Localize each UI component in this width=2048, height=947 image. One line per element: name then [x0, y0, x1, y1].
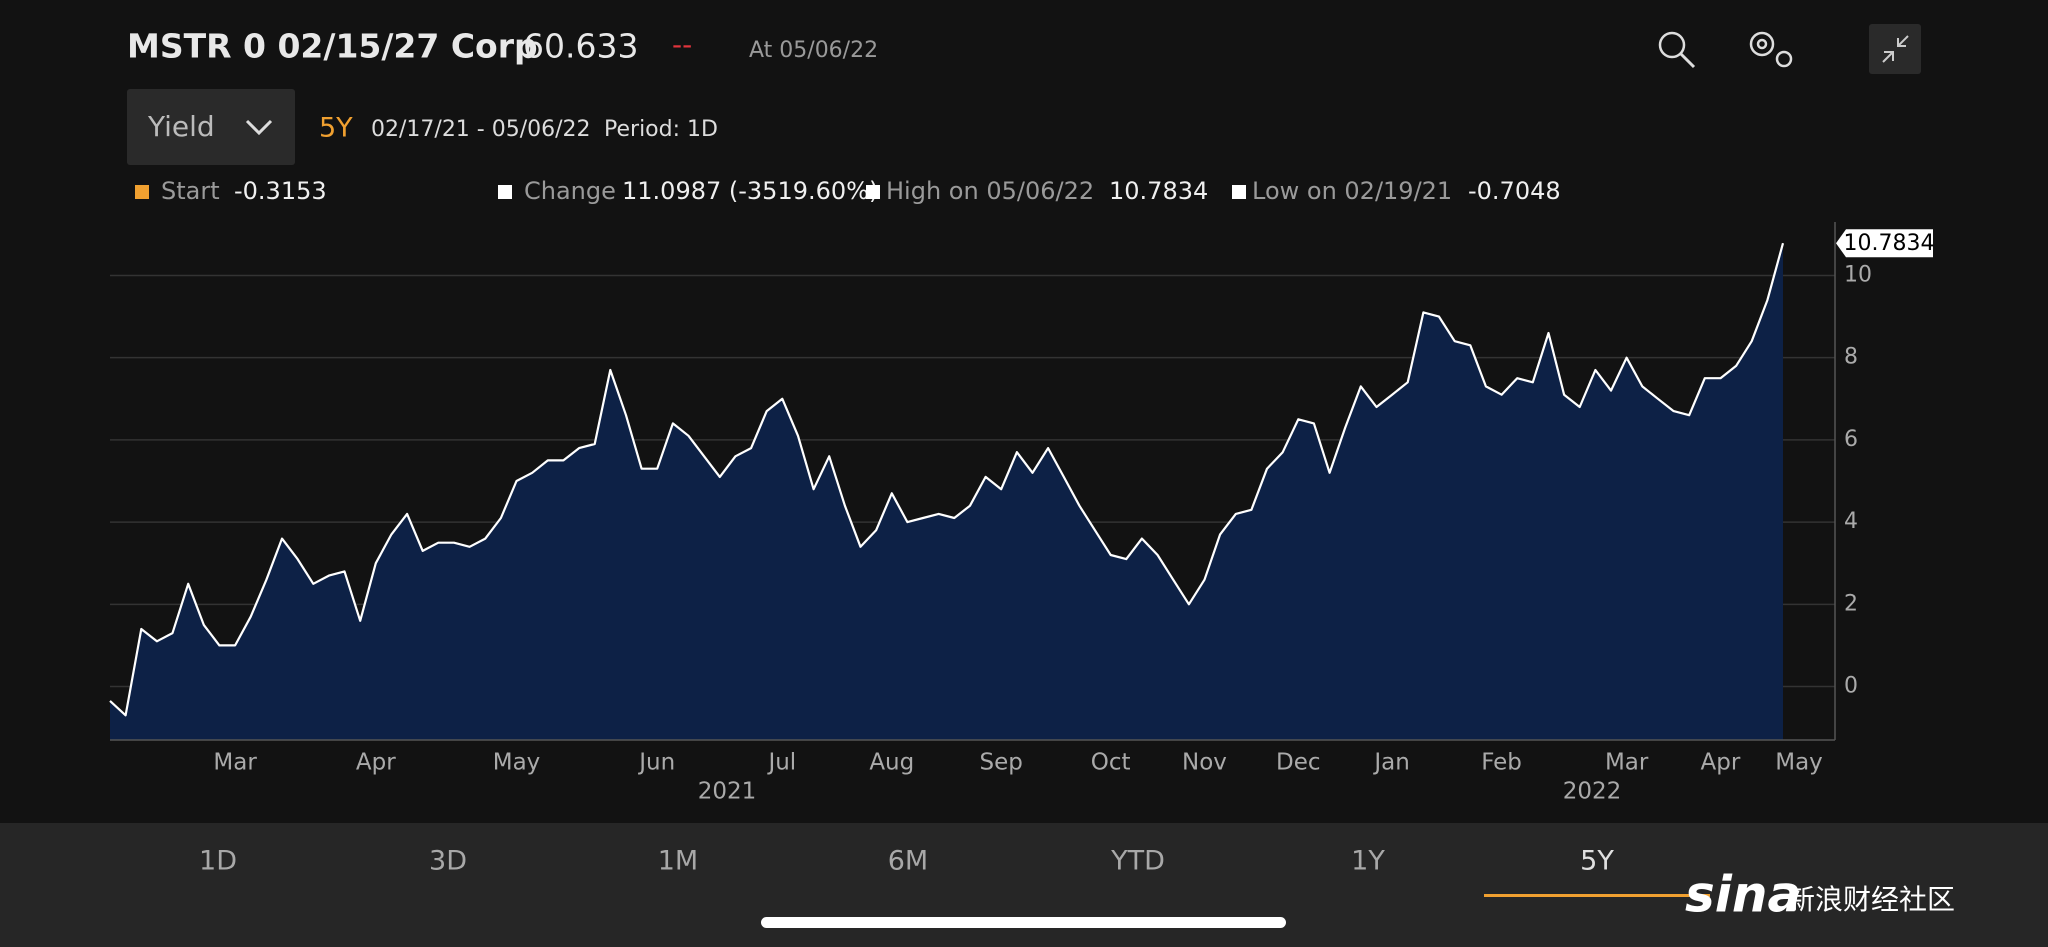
stat-value: -0.7048: [1468, 177, 1561, 205]
range-tab[interactable]: 5Y: [1580, 846, 1614, 877]
stat-value: 11.0987 (-3519.60%): [622, 177, 878, 205]
range-tab[interactable]: 1D: [199, 846, 237, 877]
range-tab[interactable]: 6M: [888, 846, 928, 877]
watermark-logo: sina: [1685, 866, 1801, 924]
settings-button[interactable]: [1749, 31, 1793, 68]
y-tick-label: 6: [1844, 427, 1858, 452]
price-change: --: [672, 28, 692, 61]
field-dropdown[interactable]: Yield: [127, 89, 295, 165]
x-tick-label: Aug: [869, 750, 914, 776]
as-of-date: At 05/06/22: [749, 38, 878, 63]
collapse-button[interactable]: [1869, 24, 1921, 74]
legend-swatch: [135, 185, 149, 199]
x-tick-label: Mar: [213, 750, 257, 776]
area-fill: [110, 243, 1783, 740]
stat-label: Start: [161, 177, 220, 205]
last-value-label: 10.7834: [1844, 231, 1935, 256]
range-tab[interactable]: 1M: [658, 846, 698, 877]
y-tick-label: 10: [1844, 262, 1872, 287]
security-title: MSTR 0 02/15/27 Corp: [127, 27, 538, 66]
y-tick-label: 2: [1844, 591, 1858, 616]
x-tick-label: Dec: [1276, 750, 1321, 776]
x-tick-label: Feb: [1481, 750, 1522, 776]
x-tick-label: Mar: [1605, 750, 1649, 776]
period: Period: 1D: [604, 117, 718, 142]
x-tick-label: May: [493, 750, 541, 776]
range-tab[interactable]: 1Y: [1351, 846, 1385, 877]
stat-label: Change: [524, 177, 616, 205]
range-tab[interactable]: 3D: [429, 846, 467, 877]
x-tick-label: Apr: [356, 750, 396, 776]
x-tick-label: Jul: [766, 750, 796, 776]
legend-swatch: [498, 185, 512, 199]
range-label[interactable]: 5Y: [319, 113, 353, 144]
x-tick-label: Sep: [980, 750, 1023, 776]
y-tick-label: 4: [1844, 509, 1858, 534]
x-tick-label: Jan: [1372, 750, 1409, 776]
legend-swatch: [866, 185, 880, 199]
range-tab[interactable]: YTD: [1110, 846, 1165, 877]
stat-label: Low on 02/19/21: [1252, 177, 1452, 205]
last-value-box: [1836, 229, 1933, 258]
y-tick-label: 8: [1844, 345, 1858, 370]
search-button[interactable]: [1658, 31, 1696, 69]
legend-swatch: [1232, 185, 1246, 199]
x-tick-label: Oct: [1091, 750, 1131, 776]
x-tick-label: Apr: [1701, 750, 1741, 776]
x-tick-label: Nov: [1182, 750, 1227, 776]
field-label[interactable]: Yield: [147, 110, 215, 143]
x-tick-label: Jun: [637, 750, 675, 776]
yield-line: [109, 242, 1785, 717]
y-tick-label: 0: [1844, 674, 1858, 699]
date-range: 02/17/21 - 05/06/22: [371, 117, 591, 142]
stat-value: -0.3153: [234, 177, 327, 205]
x-tick-label: May: [1775, 750, 1823, 776]
home-indicator: [761, 917, 1286, 928]
year-label: 2022: [1563, 779, 1622, 805]
watermark-text: 新浪财经社区: [1787, 883, 1955, 916]
stat-value: 10.7834: [1109, 177, 1208, 205]
price: 60.633: [523, 27, 638, 66]
year-label: 2021: [698, 779, 757, 805]
selected-tab-underline: [1484, 894, 1710, 897]
stat-label: High on 05/06/22: [886, 177, 1094, 205]
